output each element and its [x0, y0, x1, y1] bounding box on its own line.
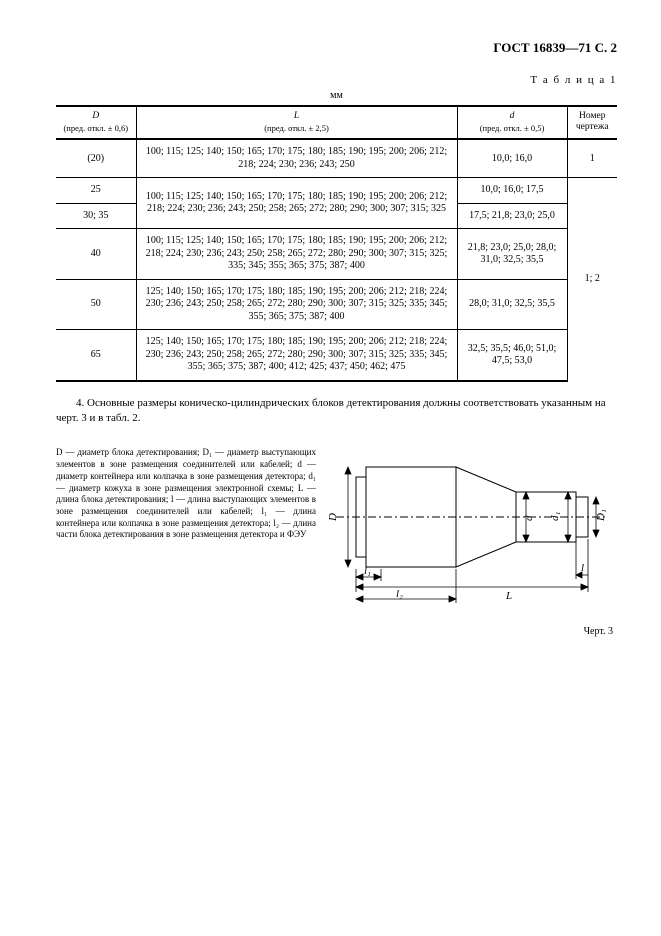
lbl-l1: l₁	[364, 565, 371, 577]
cell-D-5: 65	[56, 330, 136, 381]
lbl-D: D	[327, 513, 339, 522]
col-d: d(пред. откл. ± 0,5)	[457, 106, 567, 140]
cell-L-3: 100; 115; 125; 140; 150; 165; 170; 175; …	[136, 229, 457, 280]
lbl-L: L	[505, 590, 512, 602]
paragraph-4: 4. Основные размеры коническо-цилиндриче…	[56, 396, 617, 426]
table1-unit: мм	[56, 90, 617, 103]
cell-d-1: 10,0; 16,0; 17,5	[457, 178, 567, 204]
col-D: D(пред. откл. ± 0,6)	[56, 106, 136, 140]
figure-legend: D — диаметр блока детектирования; D₁ — д…	[56, 447, 326, 541]
table1-caption: Т а б л и ц а 1	[56, 74, 617, 88]
table1: D(пред. откл. ± 0,6) L(пред. откл. ± 2,5…	[56, 105, 617, 382]
cell-L-0: 100; 115; 125; 140; 150; 165; 170; 175; …	[136, 139, 457, 178]
cell-D-4: 50	[56, 279, 136, 330]
cell-N-0: 1	[567, 139, 617, 178]
col-N: Номер чертежа	[567, 106, 617, 140]
lbl-l: l	[581, 562, 584, 574]
cell-L-1: 100; 115; 125; 140; 150; 165; 170; 175; …	[136, 178, 457, 229]
figure-3-diagram: D d d₁ D₁ l₁ l₂ l L	[326, 447, 616, 617]
cell-d-0: 10,0; 16,0	[457, 139, 567, 178]
cell-d-4: 28,0; 31,0; 32,5; 35,5	[457, 279, 567, 330]
cell-d-3: 21,8; 23,0; 25,0; 28,0; 31,0; 32,5; 35,5	[457, 229, 567, 280]
col-L: L(пред. откл. ± 2,5)	[136, 106, 457, 140]
lbl-d: d	[523, 515, 535, 521]
page-header: ГОСТ 16839—71 С. 2	[56, 40, 617, 56]
cell-D-2: 30; 35	[56, 203, 136, 229]
cell-N-1: 1; 2	[567, 178, 617, 381]
cell-D-0: (20)	[56, 139, 136, 178]
cell-d-5: 32,5; 35,5; 46,0; 51,0; 47,5; 53,0	[457, 330, 567, 381]
lbl-D1: D₁	[595, 509, 607, 522]
cell-L-5: 125; 140; 150; 165; 170; 175; 180; 185; …	[136, 330, 457, 381]
lbl-l2: l₂	[396, 588, 403, 600]
cell-d-2: 17,5; 21,8; 23,0; 25,0	[457, 203, 567, 229]
lbl-d1: d₁	[549, 512, 561, 522]
figure-caption: Черт. 3	[326, 626, 617, 639]
cell-L-4: 125; 140; 150; 165; 170; 175; 180; 185; …	[136, 279, 457, 330]
cell-D-1: 25	[56, 178, 136, 204]
cell-D-3: 40	[56, 229, 136, 280]
